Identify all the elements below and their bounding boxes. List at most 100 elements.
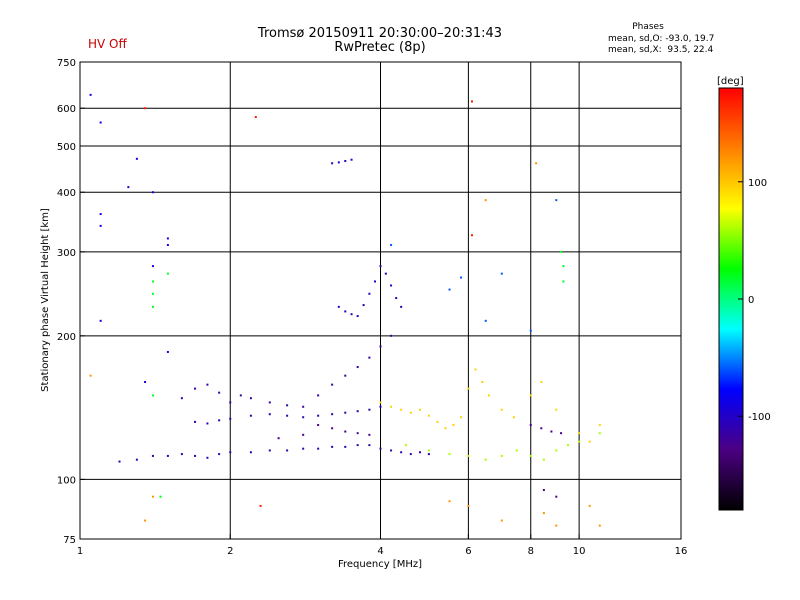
y-axis-label: Stationary phase Virtual Height [km] (40, 208, 51, 392)
data-point (159, 495, 162, 498)
data-point (194, 420, 197, 423)
data-point (598, 432, 601, 435)
data-point (542, 489, 545, 492)
data-point (560, 250, 563, 253)
data-point (344, 411, 347, 414)
data-point (484, 199, 487, 202)
x-tick-label: 6 (465, 546, 471, 557)
data-point (317, 394, 320, 397)
data-point (144, 381, 147, 384)
data-point (331, 383, 334, 386)
data-point (337, 161, 340, 164)
data-point (529, 454, 532, 457)
data-point (166, 237, 169, 240)
data-point (302, 416, 305, 419)
y-tick-label: 200 (57, 332, 76, 343)
data-point (337, 305, 340, 308)
phase-stats-heading: Phases (632, 22, 664, 32)
data-point (344, 445, 347, 448)
data-point (286, 404, 289, 407)
data-point (356, 444, 359, 447)
data-point (379, 405, 382, 408)
phase-stats-x: mean, sd,X: 93.5, 22.4 (608, 45, 714, 55)
data-point (166, 350, 169, 353)
data-point (400, 408, 403, 411)
data-point (218, 453, 221, 456)
colorbar-label: [deg] (717, 76, 744, 87)
data-point (460, 276, 463, 279)
data-point (206, 456, 209, 459)
data-point (249, 414, 252, 417)
data-point (598, 524, 601, 527)
data-point (379, 447, 382, 450)
data-point (419, 408, 422, 411)
data-point (588, 504, 591, 507)
data-point (144, 519, 147, 522)
data-point (467, 387, 470, 390)
y-tick-label: 600 (57, 104, 76, 115)
data-point (166, 454, 169, 457)
data-point (567, 444, 570, 447)
data-point (368, 433, 371, 436)
hv-status-label: HV Off (88, 37, 127, 51)
data-point (515, 449, 518, 452)
x-tick-label: 16 (675, 546, 688, 557)
data-point (302, 405, 305, 408)
data-point (555, 199, 558, 202)
y-tick-label: 400 (57, 188, 76, 199)
data-point (562, 280, 565, 283)
data-point (344, 160, 347, 163)
data-point (540, 427, 543, 430)
data-point (317, 424, 320, 427)
data-point (356, 315, 359, 318)
data-point (390, 449, 393, 452)
data-point (427, 414, 430, 417)
data-point (344, 430, 347, 433)
data-point (448, 453, 451, 456)
data-point (268, 401, 271, 404)
data-point (542, 512, 545, 515)
data-point (151, 265, 154, 268)
data-point (578, 432, 581, 435)
data-point (99, 213, 102, 216)
y-tick-label: 750 (57, 58, 76, 69)
data-point (317, 447, 320, 450)
x-axis-ticks: 1 2 4 6 8 10 16 (77, 534, 688, 557)
data-point (89, 374, 92, 377)
data-point (500, 408, 503, 411)
data-point (409, 453, 412, 456)
data-point (356, 366, 359, 369)
data-point (151, 280, 154, 283)
data-point (390, 244, 393, 247)
data-point (368, 292, 371, 295)
data-point (180, 397, 183, 400)
data-point (286, 449, 289, 452)
data-point (180, 453, 183, 456)
phase-stats-o: mean, sd,O: -93.0, 19.7 (608, 34, 715, 44)
y-tick-label: 300 (57, 248, 76, 259)
data-point (390, 334, 393, 337)
data-point (350, 158, 353, 161)
data-point (474, 368, 477, 371)
data-point (550, 430, 553, 433)
data-point (344, 310, 347, 313)
grid-lines (80, 62, 681, 539)
data-point (379, 401, 382, 404)
colorbar-ticks: 100 0 -100 (738, 178, 771, 423)
data-point (286, 414, 289, 417)
x-tick-label: 4 (377, 546, 383, 557)
colorbar-tick-label: -100 (748, 412, 771, 423)
data-point (194, 454, 197, 457)
data-point (249, 451, 252, 454)
data-point (254, 116, 257, 119)
colorbar-tick-label: 0 (748, 295, 754, 306)
data-point (448, 500, 451, 503)
data-point (529, 424, 532, 427)
data-point (218, 391, 221, 394)
data-point (166, 272, 169, 275)
data-point (277, 437, 280, 440)
data-point (99, 121, 102, 124)
data-point (135, 458, 138, 461)
data-point (598, 424, 601, 427)
data-point (588, 440, 591, 443)
